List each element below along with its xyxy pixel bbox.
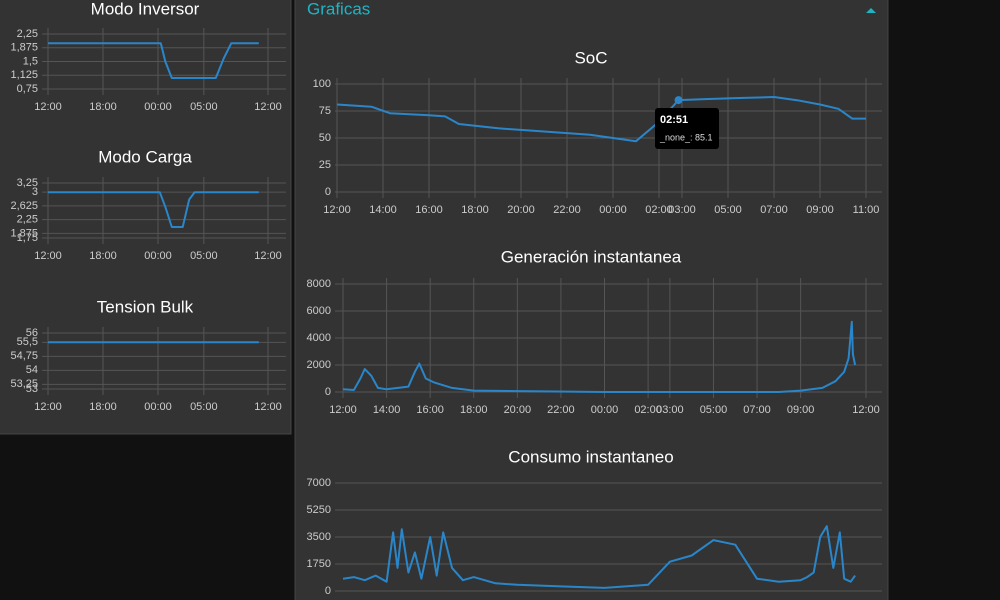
x-tick-label: 09:00	[787, 404, 815, 416]
y-tick-label: 6000	[307, 305, 331, 317]
y-tick-label: 3500	[307, 531, 331, 543]
x-tick-label: 05:00	[190, 401, 218, 413]
chart-title: SoC	[574, 48, 607, 67]
x-tick-label: 12:00	[34, 401, 62, 413]
data-line	[342, 525, 856, 589]
x-tick-label: 09:00	[806, 204, 834, 216]
x-tick-label: 03:00	[656, 404, 684, 416]
x-tick-label: 18:00	[89, 250, 117, 262]
x-tick-label: 02:00	[634, 404, 662, 416]
y-tick-label: 1,125	[10, 69, 38, 81]
x-tick-label: 02:00	[645, 204, 673, 216]
y-tick-label: 1,875	[10, 42, 38, 54]
group-title: Graficas	[307, 0, 370, 18]
y-tick-label: 0	[325, 585, 331, 597]
y-tick-label: 53	[26, 383, 38, 395]
tooltip-box	[655, 108, 719, 149]
x-tick-label: 00:00	[591, 404, 619, 416]
x-tick-label: 03:00	[668, 204, 696, 216]
chart-title: Modo Inversor	[91, 0, 200, 18]
y-tick-label: 54	[26, 364, 38, 376]
y-tick-label: 0	[325, 186, 331, 198]
y-tick-label: 2,25	[17, 214, 38, 226]
data-line	[48, 191, 259, 228]
chart-title: Modo Carga	[98, 147, 192, 166]
x-tick-label: 12:00	[852, 404, 880, 416]
chart-title: Generación instantanea	[501, 247, 682, 266]
x-tick-label: 12:00	[34, 250, 62, 262]
data-line	[48, 42, 259, 79]
x-tick-label: 14:00	[369, 204, 397, 216]
x-tick-label: 22:00	[553, 204, 581, 216]
y-tick-label: 4000	[307, 332, 331, 344]
x-tick-label: 20:00	[507, 204, 535, 216]
x-tick-label: 07:00	[743, 404, 771, 416]
x-tick-label: 12:00	[34, 101, 62, 113]
y-tick-label: 8000	[307, 278, 331, 290]
x-tick-label: 20:00	[504, 404, 532, 416]
y-tick-label: 1,875	[10, 227, 38, 239]
tooltip-time: 02:51	[660, 114, 688, 126]
x-tick-label: 05:00	[190, 250, 218, 262]
x-tick-label: 00:00	[144, 250, 172, 262]
x-tick-label: 14:00	[373, 404, 401, 416]
x-tick-label: 12:00	[254, 250, 282, 262]
data-line	[336, 96, 866, 143]
y-tick-label: 3,25	[17, 177, 38, 189]
chart-title: Tension Bulk	[97, 297, 194, 316]
x-tick-label: 18:00	[89, 101, 117, 113]
hover-point	[674, 96, 683, 105]
y-tick-label: 3	[32, 186, 38, 198]
y-tick-label: 0	[325, 386, 331, 398]
x-tick-label: 00:00	[144, 401, 172, 413]
y-tick-label: 2,625	[10, 200, 38, 212]
tooltip-label: _none_: 85.1	[659, 132, 713, 142]
y-tick-label: 56	[26, 327, 38, 339]
chart-title: Consumo instantaneo	[508, 447, 673, 466]
y-tick-label: 2,25	[17, 28, 38, 40]
x-tick-label: 16:00	[415, 204, 443, 216]
y-tick-label: 55,5	[17, 336, 38, 348]
x-tick-label: 12:00	[254, 101, 282, 113]
x-tick-label: 05:00	[700, 404, 728, 416]
tooltip: 02:51 _none_: 85.1	[655, 108, 719, 149]
y-tick-label: 0,75	[17, 83, 38, 95]
data-line	[342, 320, 857, 393]
x-tick-label: 12:00	[323, 204, 351, 216]
y-tick-label: 53,25	[10, 378, 38, 390]
y-tick-label: 2000	[307, 359, 331, 371]
x-tick-label: 12:00	[329, 404, 357, 416]
y-tick-label: 75	[319, 105, 331, 117]
y-tick-label: 1,5	[23, 55, 38, 67]
x-tick-label: 00:00	[599, 204, 627, 216]
left-panel	[0, 0, 292, 435]
x-tick-label: 18:00	[89, 401, 117, 413]
collapse-icon[interactable]	[866, 8, 876, 13]
y-tick-label: 5250	[307, 504, 331, 516]
x-tick-label: 12:00	[254, 401, 282, 413]
y-tick-label: 54,75	[10, 350, 38, 362]
y-tick-label: 25	[319, 159, 331, 171]
x-tick-label: 18:00	[460, 404, 488, 416]
x-tick-label: 18:00	[461, 204, 489, 216]
x-tick-label: 07:00	[760, 204, 788, 216]
x-tick-label: 00:00	[144, 101, 172, 113]
y-tick-label: 100	[313, 78, 331, 90]
x-tick-label: 22:00	[547, 404, 575, 416]
y-tick-label: 7000	[307, 477, 331, 489]
x-tick-label: 05:00	[190, 101, 218, 113]
x-tick-label: 16:00	[416, 404, 444, 416]
y-tick-label: 1750	[307, 558, 331, 570]
x-tick-label: 11:00	[853, 204, 880, 216]
y-tick-label: 50	[319, 132, 331, 144]
y-tick-label: 1,75	[17, 232, 38, 244]
x-tick-label: 05:00	[714, 204, 742, 216]
